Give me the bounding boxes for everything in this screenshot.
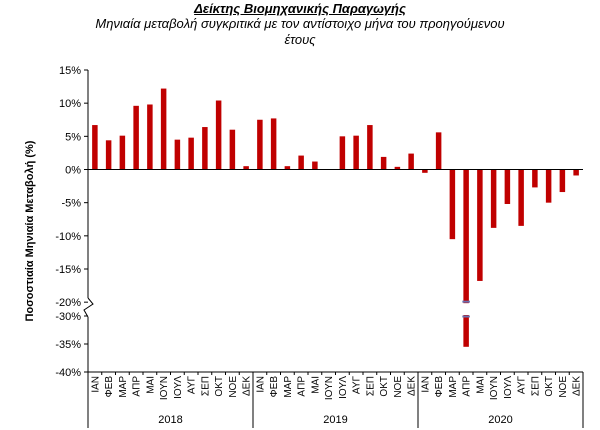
data-bar (367, 125, 373, 170)
data-bar (92, 125, 98, 170)
month-tick-label: ΜΑΡ (448, 376, 459, 398)
data-bar (202, 127, 208, 170)
chart-subtitle: Μηνιαία μεταβολή συγκριτικά με τον αντίσ… (95, 16, 505, 47)
month-tick-label: ΟΚΤ (379, 376, 390, 397)
month-tick-label: ΜΑΙ (475, 376, 486, 394)
month-tick-label: ΙΟΥΛ (338, 376, 349, 399)
data-bar (160, 88, 167, 170)
month-tick-label: ΔΕΚ (572, 376, 583, 396)
month-tick-label: ΙΟΥΛ (173, 376, 184, 399)
data-bar (559, 169, 566, 193)
month-tick-label: ΙΑΝ (255, 376, 266, 393)
y-axis-title: Ποσοστιαία Μηνιαία Μεταβολή (%) (24, 140, 36, 321)
month-tick-label: ΣΕΠ (365, 376, 376, 396)
month-tick-label: ΜΑΙ (145, 376, 156, 394)
month-tick-label: ΝΟΕ (228, 376, 239, 398)
data-bar (270, 118, 277, 170)
data-bar (545, 169, 552, 203)
y-tick-label: -10% (55, 231, 81, 243)
data-bar (339, 136, 346, 170)
month-tick-label: ΙΟΥΝ (159, 376, 170, 400)
month-tick-label: ΣΕΠ (200, 376, 211, 396)
data-bar (243, 166, 249, 170)
data-bar (532, 169, 538, 188)
month-tick-label: ΑΠΡ (462, 376, 473, 397)
y-tick-label: 5% (65, 131, 81, 143)
data-bar (573, 169, 579, 176)
data-bar (353, 135, 359, 170)
month-tick-label: ΜΑΡ (283, 376, 294, 398)
y-tick-label: -30% (55, 311, 81, 323)
data-bar (174, 139, 181, 170)
y-tick-label: 15% (59, 65, 81, 77)
month-tick-label: ΙΟΥΝ (489, 376, 500, 400)
y-tick-label: 0% (65, 165, 81, 177)
y-axis-break (83, 297, 94, 318)
month-tick-label: ΙΟΥΝ (324, 376, 335, 400)
data-bar (284, 166, 291, 170)
month-tick-label: ΙΟΥΛ (503, 376, 514, 399)
data-bar (490, 169, 497, 228)
data-bar (380, 156, 387, 170)
month-tick-label: ΜΑΙ (310, 376, 321, 394)
data-bar (229, 129, 236, 170)
data-bar (215, 100, 222, 170)
data-bar (435, 132, 442, 170)
month-tick-label: ΟΚΤ (214, 376, 225, 397)
data-bar (518, 169, 524, 226)
y-tick-label: -35% (55, 339, 81, 351)
year-label: 2018 (158, 414, 182, 426)
bar-break-gap (462, 303, 470, 315)
data-bar (422, 169, 428, 173)
chart-title: Δείκτης Βιομηχανικής Παραγωγής (194, 1, 406, 16)
data-bar (504, 169, 511, 204)
month-tick-label: ΜΑΡ (118, 376, 129, 398)
y-tick-label: -20% (55, 297, 81, 309)
y-tick-label: 10% (59, 98, 81, 110)
data-bar (477, 169, 483, 281)
month-tick-label: ΑΠΡ (132, 376, 143, 397)
month-tick-label: ΑΠΡ (297, 376, 308, 397)
month-tick-label: ΑΥΓ (352, 376, 363, 395)
data-bar (449, 169, 456, 240)
y-tick-label: -5% (61, 198, 81, 210)
data-bar (188, 137, 194, 170)
data-bar (463, 169, 469, 347)
month-tick-label: ΑΥΓ (517, 376, 528, 395)
y-tick-label: -15% (55, 264, 81, 276)
data-bar (298, 155, 304, 170)
month-tick-label: ΟΚΤ (544, 376, 555, 397)
month-tick-label: ΦΕΒ (269, 376, 280, 398)
month-tick-label: ΝΟΕ (558, 376, 569, 398)
data-bar (119, 135, 126, 170)
data-bar (312, 161, 318, 170)
month-tick-label: ΦΕΒ (104, 376, 115, 398)
month-tick-label: ΦΕΒ (434, 376, 445, 398)
data-bar (394, 166, 401, 170)
month-tick-label: ΙΑΝ (420, 376, 431, 393)
month-tick-label: ΔΕΚ (242, 376, 253, 396)
y-tick-label: -40% (55, 367, 81, 379)
month-tick-label: ΙΑΝ (90, 376, 101, 393)
month-tick-label: ΣΕΠ (530, 376, 541, 396)
month-tick-label: ΝΟΕ (393, 376, 404, 398)
year-label: 2019 (323, 414, 347, 426)
year-label: 2020 (488, 414, 512, 426)
data-bar (147, 104, 153, 170)
data-bar (105, 140, 112, 170)
month-tick-label: ΔΕΚ (407, 376, 418, 396)
data-bar (133, 105, 139, 170)
data-bar (257, 119, 263, 170)
month-tick-label: ΑΥΓ (187, 376, 198, 395)
data-bar (408, 153, 414, 170)
